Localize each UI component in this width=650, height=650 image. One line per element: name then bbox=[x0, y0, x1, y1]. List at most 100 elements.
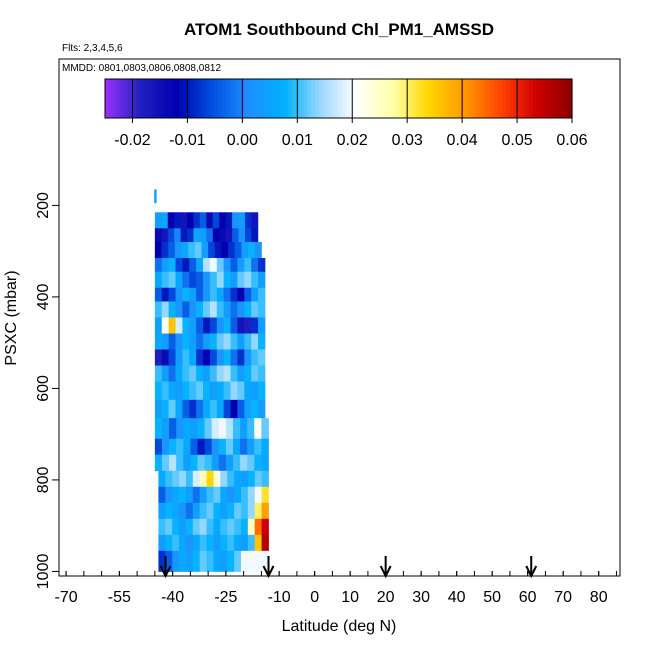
colorbar-segment bbox=[552, 79, 558, 118]
heatmap-cell bbox=[258, 399, 266, 419]
heatmap-cell bbox=[196, 349, 204, 366]
heatmap-cell bbox=[196, 317, 204, 334]
colorbar-segment bbox=[307, 79, 312, 118]
heatmap-cell bbox=[223, 271, 231, 289]
heatmap-cell bbox=[168, 242, 176, 259]
heatmap-cell bbox=[209, 258, 218, 273]
x-tick-label: -70 bbox=[55, 589, 78, 606]
heatmap-cell bbox=[216, 287, 225, 302]
colorbar-segment bbox=[560, 79, 565, 118]
colorbar-segment bbox=[377, 79, 382, 118]
colorbar-segment bbox=[256, 79, 262, 118]
colorbar-tick-label: 0.03 bbox=[392, 132, 423, 149]
heatmap-cell bbox=[161, 365, 170, 382]
heatmap-cell bbox=[227, 550, 235, 572]
heatmap-cell bbox=[169, 418, 177, 440]
heatmap-cell bbox=[234, 534, 242, 552]
heatmap-cell bbox=[232, 418, 241, 440]
colorbar-segment bbox=[443, 79, 449, 118]
heatmap-cell bbox=[244, 258, 252, 273]
heatmap-cell bbox=[247, 486, 256, 504]
colorbar-tick-label: 0.02 bbox=[337, 132, 368, 149]
heatmap-cell bbox=[251, 349, 259, 366]
heatmap-cell bbox=[213, 486, 221, 504]
heatmap-cell bbox=[254, 534, 263, 552]
colorbar-segment bbox=[568, 79, 573, 118]
colorbar-segment bbox=[284, 79, 289, 118]
heatmap-cell bbox=[208, 242, 216, 259]
heatmap-cell bbox=[261, 470, 269, 488]
heatmap-cell bbox=[225, 438, 234, 456]
colorbar-segment bbox=[299, 79, 305, 118]
heatmap-cell bbox=[230, 365, 238, 382]
colorbar-segment bbox=[408, 79, 414, 118]
heatmap-cell bbox=[172, 470, 180, 488]
heatmap-cell bbox=[161, 317, 170, 334]
colorbar-segment bbox=[470, 79, 476, 118]
heatmap-cell bbox=[181, 242, 189, 259]
colorbar-segment bbox=[501, 79, 507, 118]
heatmap-cell bbox=[199, 534, 207, 552]
heatmap-cell bbox=[212, 228, 220, 243]
heatmap-cell bbox=[234, 242, 242, 259]
heatmap-cell bbox=[161, 418, 170, 440]
heatmap-cell bbox=[165, 518, 173, 536]
latitude-arrow-head bbox=[262, 565, 275, 579]
latitude-arrow-head bbox=[159, 565, 172, 579]
heatmap-cell bbox=[197, 418, 205, 440]
heatmap-cell bbox=[168, 333, 176, 350]
heatmap-cell bbox=[172, 518, 180, 536]
heatmap-cell bbox=[244, 301, 252, 318]
heatmap-cell bbox=[206, 534, 214, 552]
heatmap-cell bbox=[197, 454, 205, 472]
heatmap-cell bbox=[251, 301, 259, 318]
heatmap-cell bbox=[154, 271, 163, 289]
heatmap-cell bbox=[189, 271, 197, 289]
colorbar-segment bbox=[435, 79, 441, 118]
colorbar-segment bbox=[451, 79, 456, 118]
heatmap-cell bbox=[206, 228, 214, 243]
heatmap-cell bbox=[237, 333, 245, 350]
heatmap-cell bbox=[182, 399, 190, 419]
colorbar-segment bbox=[334, 79, 340, 118]
heatmap-cell bbox=[261, 486, 269, 504]
colorbar-segment bbox=[151, 79, 157, 118]
colorbar-segment bbox=[175, 79, 180, 118]
heatmap-cell bbox=[209, 333, 218, 350]
colorbar-segment bbox=[564, 79, 569, 118]
heatmap-cell bbox=[192, 486, 201, 504]
heatmap-cell bbox=[258, 333, 266, 350]
x-axis-label: Latitude (deg N) bbox=[282, 618, 397, 635]
heatmap-cell bbox=[218, 438, 227, 456]
colorbar-segment bbox=[330, 79, 336, 118]
heatmap-cell bbox=[209, 271, 218, 289]
heatmap-cell bbox=[244, 271, 252, 289]
heatmap-cell bbox=[254, 518, 263, 536]
y-axis-label: PSXC (mbar) bbox=[3, 270, 20, 365]
heatmap-cell bbox=[230, 287, 238, 302]
heatmap-cell bbox=[223, 365, 231, 382]
heatmap-cell bbox=[237, 301, 245, 318]
heatmap-cell bbox=[179, 470, 187, 488]
colorbar-tick-label: 0.00 bbox=[227, 132, 258, 149]
heatmap-cell bbox=[209, 287, 218, 302]
heatmap-cell bbox=[189, 317, 197, 334]
colorbar-segment bbox=[357, 79, 363, 118]
x-axis: -70 -55 -40 -25 -10 0 10 20 30 40 50 60 70 80 bbox=[55, 571, 617, 606]
heatmap-cell bbox=[251, 212, 259, 229]
heatmap-cell bbox=[175, 317, 183, 334]
heatmap-cell bbox=[258, 349, 266, 366]
colorbar-segment bbox=[498, 79, 503, 118]
colorbar-segment bbox=[536, 79, 542, 118]
heatmap-cell bbox=[206, 550, 214, 572]
heatmap-cell bbox=[206, 502, 214, 520]
heatmap-cell bbox=[185, 550, 194, 572]
colorbar-segment bbox=[178, 79, 184, 118]
heatmap-cell bbox=[182, 271, 190, 289]
heatmap-cell bbox=[261, 502, 269, 520]
heatmap-cell bbox=[254, 418, 262, 440]
colorbar-segment bbox=[280, 79, 285, 118]
heatmap-cell bbox=[196, 365, 204, 382]
heatmap-cell bbox=[220, 534, 228, 552]
heatmap-cell bbox=[258, 258, 266, 273]
